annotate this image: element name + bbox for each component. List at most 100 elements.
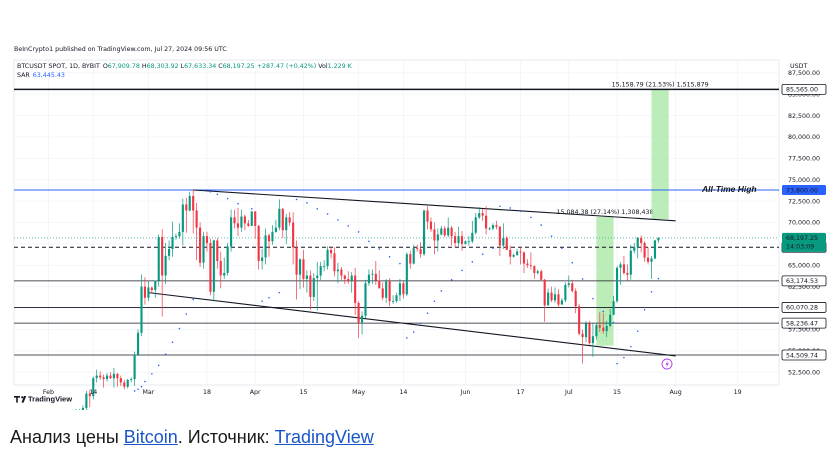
currency-label: USDT [790,63,807,70]
sar-dot [250,208,253,210]
candle-body [567,283,570,285]
candle-body [498,226,501,246]
bitcoin-link[interactable]: Bitcoin [123,427,178,447]
candle-body [422,210,426,255]
candle-body [629,250,632,275]
volume-label: Vol [318,63,328,70]
candle-body [219,260,222,276]
level-price-label: 60,070.28 [786,305,818,312]
sar-dot [357,231,360,233]
candle-body [233,217,236,224]
y-tick-label: 85,000.00 [788,91,820,98]
x-tick-label: Apr [250,389,261,396]
current-price-label: 68,197.25 [786,235,818,242]
x-tick-label: Jun [459,389,470,396]
x-tick-label: 18 [203,389,211,396]
ohlc-header: BTCUSDT SPOT, 1D, BYBIT O67,909.78 H68,303… [17,63,353,70]
sar-dot [133,390,136,392]
sar-dot [278,291,281,294]
y-tick-label: 52,500.00 [788,369,820,376]
candle-body [495,225,498,227]
candle-body [350,275,353,282]
candle-body [85,393,88,409]
candle-body [130,379,133,380]
sar-dot [630,345,632,348]
candle-body [236,223,240,228]
candle-body [395,295,398,302]
sar-dot [519,210,522,213]
candle-body [612,301,615,315]
candle-body [646,257,650,262]
sar-dot [209,190,212,193]
sar-dot [306,202,308,204]
sar-dot [412,331,415,333]
level-price-label: 73,800.00 [786,187,818,194]
candle-body [226,246,229,273]
candle-body [588,323,591,344]
sar-dot [636,330,639,332]
candle-body [522,252,526,264]
candle-body [281,208,284,231]
x-tick-label: 19 [734,389,742,396]
sar-dot [347,225,350,227]
candle-body [254,211,257,226]
candle-body [547,292,550,306]
candle-body [271,231,274,242]
tradingview-link[interactable]: TradingView [274,427,374,447]
candle-body [450,227,453,237]
candle-body [560,300,563,305]
candle-body [488,228,491,230]
x-tick-label: Aug [669,389,681,396]
measure-box [596,216,614,346]
sar-dot [226,197,229,200]
candle-body [136,332,140,356]
x-tick-label: Feb [43,389,54,396]
candle-body [526,263,529,266]
candle-body [416,248,419,250]
sar-dot [337,219,339,221]
candle-body [650,258,653,262]
candle-body [615,267,619,302]
sar-dot [295,198,298,201]
sar-dot [157,364,160,367]
level-price-label: 58,236.47 [786,320,818,327]
x-tick-label: 14 [399,389,407,396]
x-tick-label: Jul [564,389,573,396]
candle-body [143,286,147,298]
y-tick-label: 82,500.00 [788,113,820,120]
candle-body [374,273,377,281]
x-tick-label: 15 [613,389,621,396]
candle-body [402,283,405,295]
candle-body [150,287,153,291]
sar-dot [192,298,194,301]
candle-body [292,222,295,248]
candle-body [378,280,381,289]
candle-body [509,249,512,257]
candle-body [105,375,109,380]
candle-body [543,279,546,306]
candle-body [257,225,260,261]
candle-body [474,217,477,233]
caption-middle: . Источник: [177,427,275,447]
y-tick-label: 75,000.00 [788,177,820,184]
candle-body [540,271,543,280]
candle-body [192,195,195,211]
sar-dot [616,362,618,365]
tradingview-logo[interactable]: TradingView [13,395,72,404]
candle-body [529,265,532,267]
candle-body [391,301,395,302]
high-label: H [142,63,147,70]
candle-body [323,266,326,267]
candle-body [216,240,219,261]
candle-body [557,294,560,305]
y-tick-label: 70,000.00 [788,220,820,227]
lightning-icon[interactable] [661,358,673,370]
close-value: 68,197.25 [223,63,255,70]
sar-dot [481,253,484,255]
candle-body [185,204,188,211]
candle-body [571,283,574,291]
candle-body [171,237,174,250]
sar-dot [530,216,532,219]
candle-body [550,292,553,301]
sar-dot [388,255,391,258]
